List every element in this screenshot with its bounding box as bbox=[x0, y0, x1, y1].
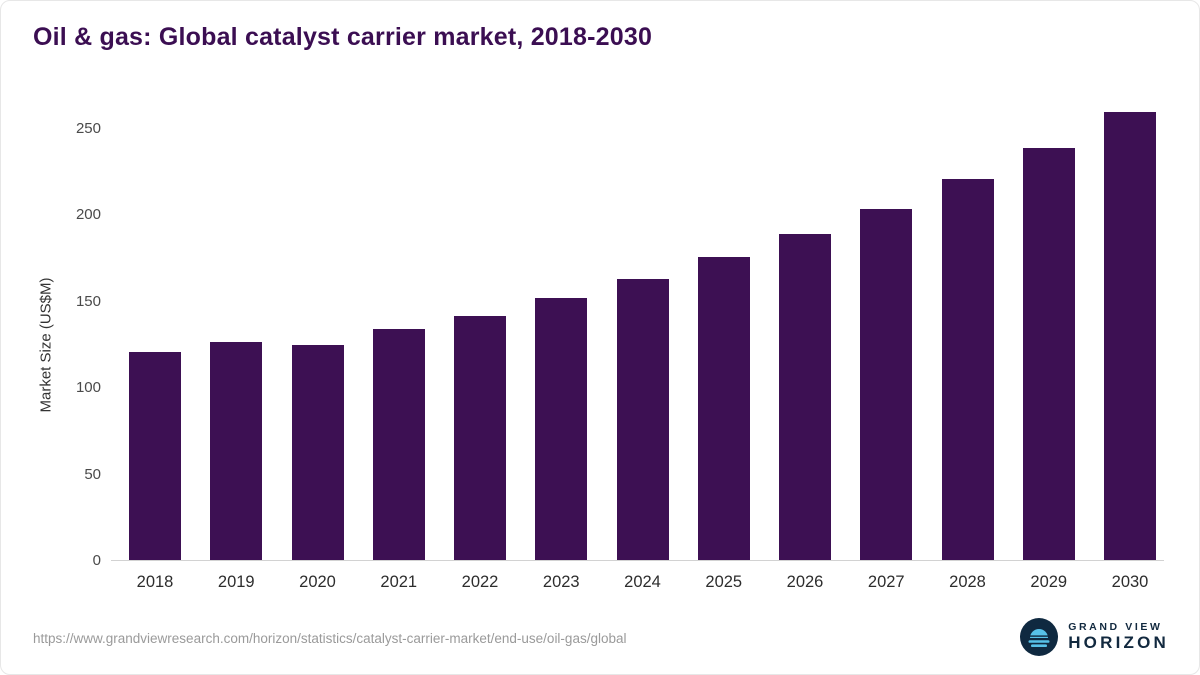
x-label-2019: 2019 bbox=[217, 573, 255, 591]
x-axis-labels: 2018 2019 2020 2021 2022 2023 2024 2025 2026 2027… bbox=[129, 573, 1156, 592]
y-axis-label: Market Size (US$M) bbox=[37, 277, 55, 413]
source-url: https://www.grandviewresearch.com/horizo… bbox=[33, 631, 627, 646]
bar-2025 bbox=[697, 256, 750, 561]
bar-2019 bbox=[210, 341, 263, 561]
x-label-2023: 2023 bbox=[542, 573, 580, 591]
x-axis-line bbox=[111, 560, 1164, 561]
brand-logo: GRAND VIEW HORIZON bbox=[1020, 618, 1169, 656]
y-tick-50: 50 bbox=[84, 465, 101, 483]
bar-2024 bbox=[616, 279, 669, 561]
bar-2028 bbox=[941, 179, 994, 561]
y-axis-ticks: 0 50 100 150 200 250 bbox=[56, 101, 101, 569]
plot-area: 0 50 100 150 200 250 2018 2019 2020 2021 2022 2023… bbox=[76, 101, 1164, 591]
chart-title: Oil & gas: Global catalyst carrier marke… bbox=[33, 23, 653, 51]
horizon-logo-icon bbox=[1020, 618, 1059, 656]
logo-horizon: HORIZON bbox=[1068, 633, 1169, 653]
bar-2023 bbox=[535, 298, 588, 561]
x-label-2029: 2029 bbox=[1030, 573, 1068, 591]
x-label-2024: 2024 bbox=[624, 573, 661, 591]
y-tick-150: 150 bbox=[75, 292, 101, 310]
x-label-2026: 2026 bbox=[786, 573, 824, 591]
x-label-2020: 2020 bbox=[299, 573, 336, 591]
bars-container bbox=[129, 101, 1156, 561]
y-tick-0: 0 bbox=[92, 552, 101, 569]
bar-2020 bbox=[291, 345, 344, 561]
x-label-2018: 2018 bbox=[136, 573, 174, 591]
x-label-2030: 2030 bbox=[1111, 573, 1149, 591]
bar-2018 bbox=[129, 351, 181, 561]
x-label-2027: 2027 bbox=[867, 573, 905, 591]
bar-2021 bbox=[372, 329, 425, 561]
x-label-2028: 2028 bbox=[949, 573, 986, 591]
logo-grand-view: GRAND VIEW bbox=[1068, 621, 1163, 634]
logo-text: GRAND VIEW HORIZON bbox=[1068, 621, 1169, 653]
bar-2026 bbox=[779, 234, 831, 561]
bar-2030 bbox=[1104, 111, 1156, 561]
y-tick-100: 100 bbox=[75, 379, 101, 397]
y-tick-250: 250 bbox=[75, 120, 101, 137]
bar-2022 bbox=[454, 315, 506, 561]
y-tick-200: 200 bbox=[75, 206, 101, 224]
bar-2027 bbox=[860, 208, 913, 561]
x-label-2021: 2021 bbox=[380, 573, 418, 591]
x-label-2022: 2022 bbox=[461, 573, 499, 591]
bar-2029 bbox=[1022, 148, 1075, 561]
x-label-2025: 2025 bbox=[705, 573, 743, 591]
